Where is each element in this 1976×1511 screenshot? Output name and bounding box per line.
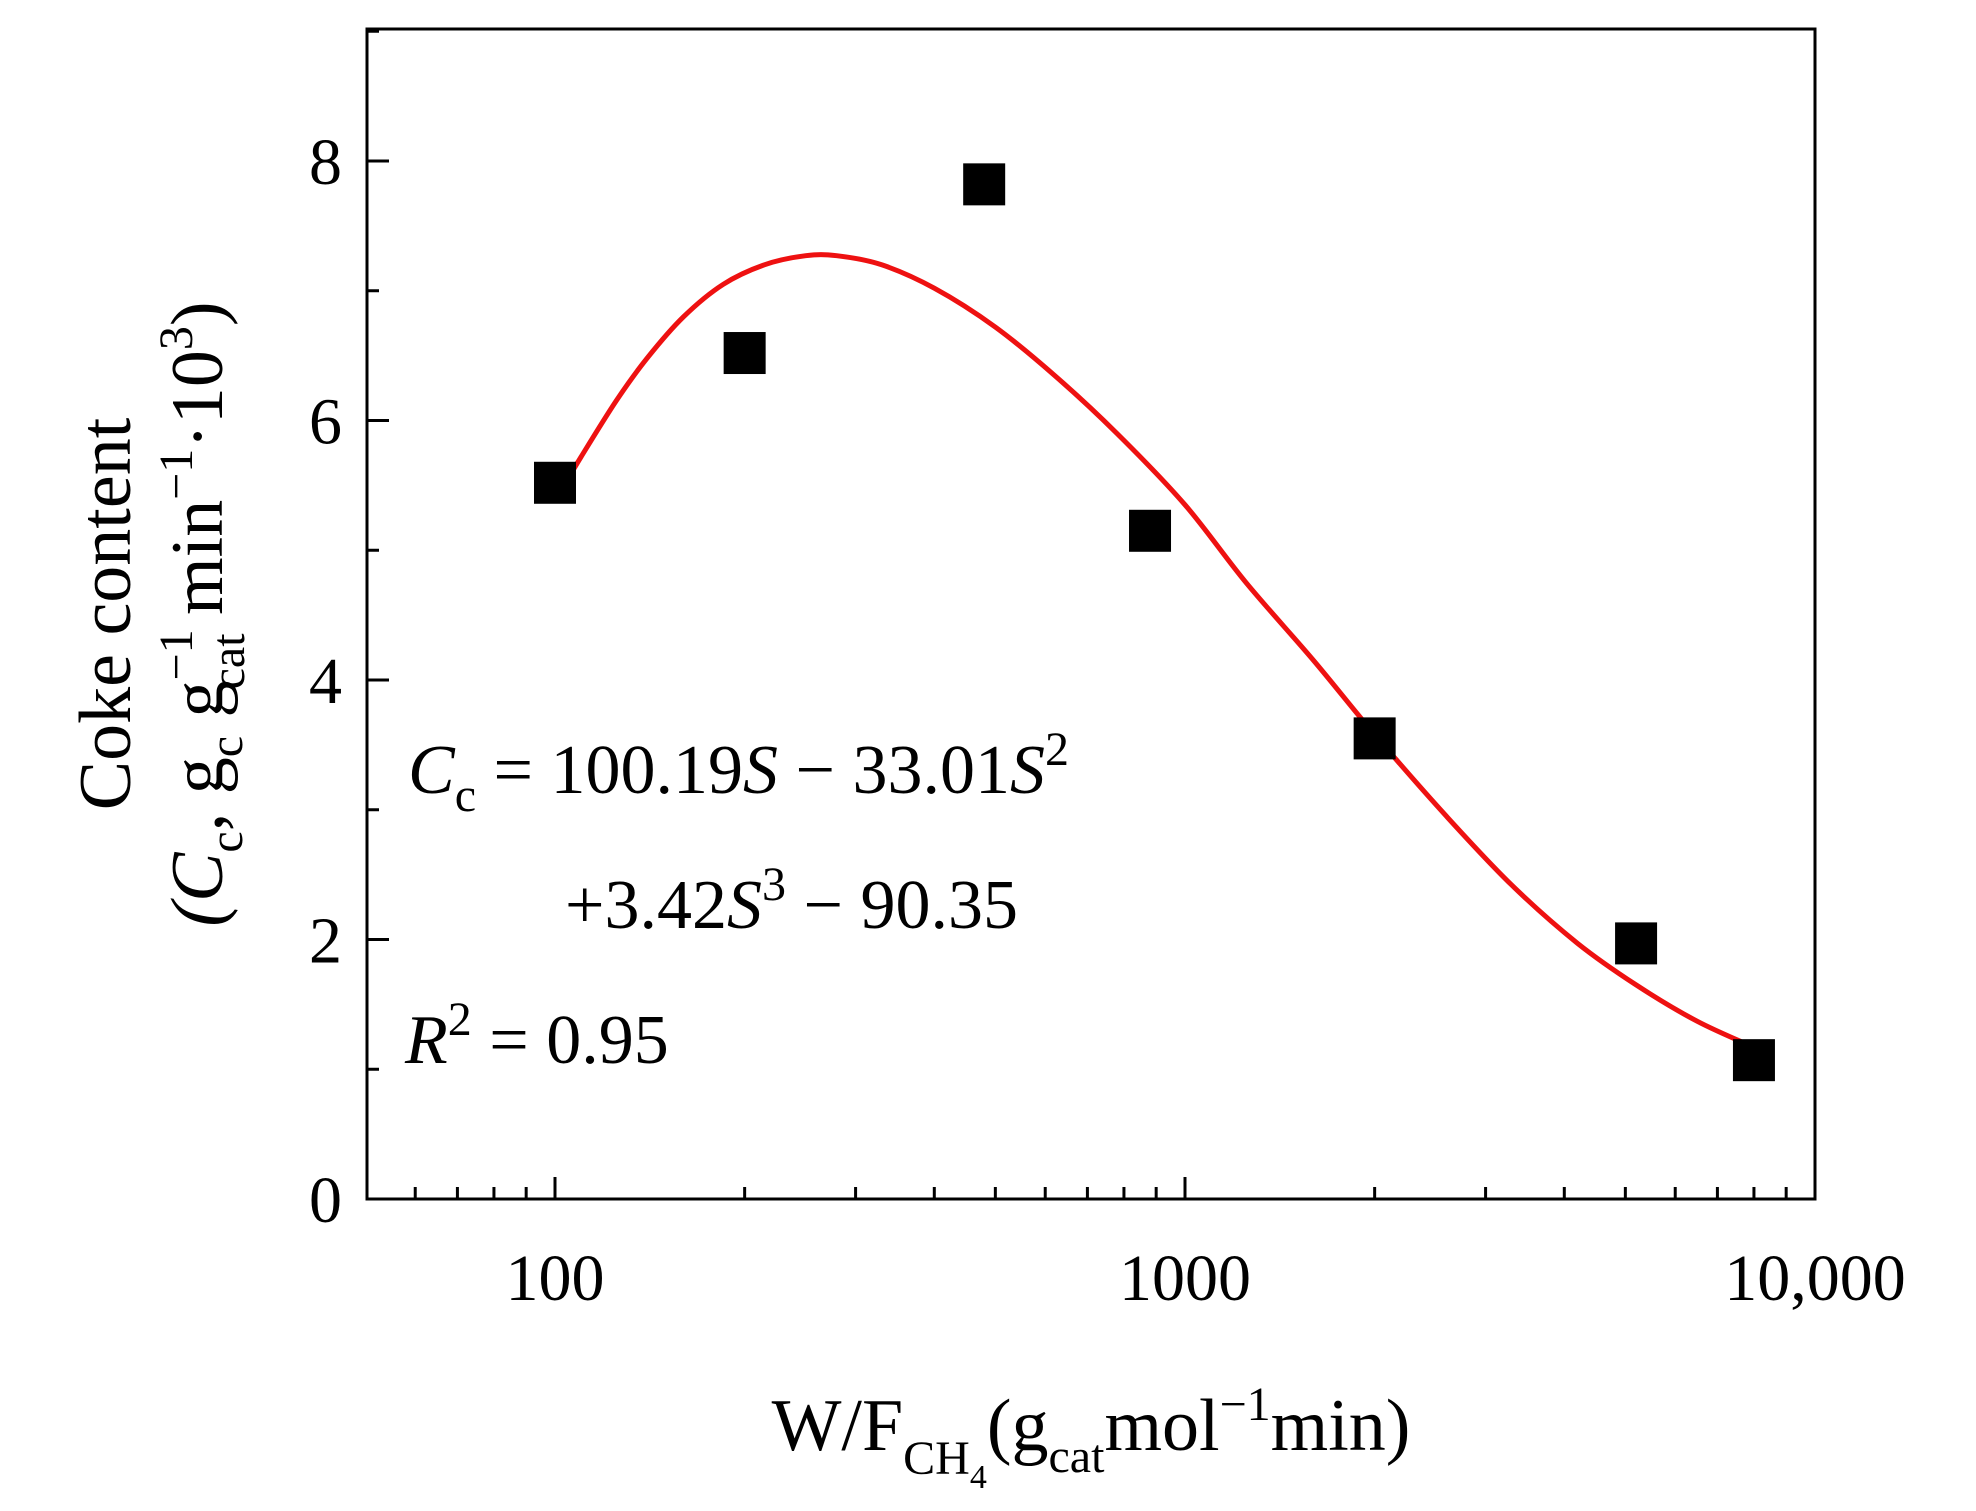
data-point-marker — [534, 461, 576, 504]
eq-r: R — [404, 1002, 448, 1079]
eq-s2: S — [1010, 732, 1045, 809]
fit-equation: Cc = 100.19S − 33.01S2 +3.42S3 − 90.35 R… — [404, 723, 1069, 1079]
ylabel-min: min — [157, 500, 239, 634]
eq-part-2a: +3.42 — [565, 867, 727, 944]
ylabel-gc-sub: c — [200, 736, 253, 757]
y-axis-ticks: 0 2 4 6 8 — [309, 29, 389, 1237]
ylabel-c-sub: c — [200, 831, 253, 852]
ylabel-sep: , g — [157, 757, 239, 831]
ylabel-line-2: (Cc, gc g−1cat min−1·103) — [150, 301, 255, 926]
eq-r-sup: 2 — [448, 993, 472, 1046]
ylabel-ten-sup: 3 — [150, 326, 203, 350]
ylabel-g2: g — [157, 680, 239, 736]
xlabel-paren: (g — [987, 1385, 1049, 1467]
eq-s2-sup: 2 — [1045, 723, 1069, 776]
xlabel-main: W/F — [772, 1385, 904, 1467]
xlabel-min: min) — [1271, 1385, 1411, 1467]
x-tick-label: 1000 — [1119, 1242, 1251, 1315]
x-axis-title: W/FCH4(gcatmol−1min) — [772, 1378, 1411, 1496]
eq-cc-sub: c — [455, 769, 476, 822]
eq-part-3: = 0.95 — [472, 1002, 669, 1079]
x-axis-ticks: 100 1000 10,000 — [413, 1177, 1906, 1315]
eq-s1: S — [743, 732, 778, 809]
ylabel-open: (C — [157, 851, 239, 927]
equation-line-3: R2 = 0.95 — [404, 993, 669, 1079]
ylabel-close: ) — [157, 301, 239, 326]
data-point-marker — [723, 332, 766, 375]
xlabel-subsub: 4 — [970, 1459, 987, 1496]
y-axis-title: Coke content (Cc, gc g−1cat min−1·103) — [65, 301, 255, 926]
xlabel-mol: mol — [1104, 1385, 1219, 1467]
ylabel-min-sup: −1 — [150, 449, 203, 500]
eq-part-1a: = 100.19 — [476, 732, 743, 809]
eq-s3: S — [727, 867, 762, 944]
eq-s3-sup: 3 — [762, 858, 786, 911]
y-tick-label: 6 — [309, 386, 342, 459]
x-tick-label: 100 — [506, 1242, 605, 1315]
eq-part-2b: − 90.35 — [786, 867, 1018, 944]
xlabel-g-sub: cat — [1048, 1430, 1105, 1483]
data-markers — [534, 163, 1775, 1082]
y-tick-label: 2 — [309, 905, 342, 978]
plot-frame — [365, 27, 1817, 1201]
xlabel-exp: −1 — [1220, 1378, 1271, 1431]
eq-cc: C — [408, 732, 456, 809]
data-point-marker — [1129, 509, 1172, 552]
eq-part-1b: − 33.01 — [778, 732, 1010, 809]
data-point-marker — [963, 163, 1006, 206]
y-tick-label: 8 — [309, 126, 342, 199]
xlabel-sub: CH — [903, 1432, 970, 1485]
data-point-marker — [1732, 1039, 1775, 1082]
equation-line-2: +3.42S3 − 90.35 — [565, 858, 1018, 944]
ylabel-line-1: Coke content — [65, 417, 147, 810]
x-tick-label: 10,000 — [1724, 1242, 1906, 1315]
ylabel-gcat-sub: cat — [202, 633, 255, 690]
data-point-marker — [1615, 922, 1658, 965]
data-point-marker — [1353, 717, 1396, 760]
y-tick-label: 4 — [309, 645, 342, 718]
equation-line-1: Cc = 100.19S − 33.01S2 — [408, 723, 1069, 822]
y-tick-label: 0 — [309, 1164, 342, 1237]
ylabel-gcat-sup: −1 — [150, 629, 203, 680]
fit-curve — [552, 252, 1757, 1050]
ylabel-dot: ·10 — [157, 350, 239, 449]
